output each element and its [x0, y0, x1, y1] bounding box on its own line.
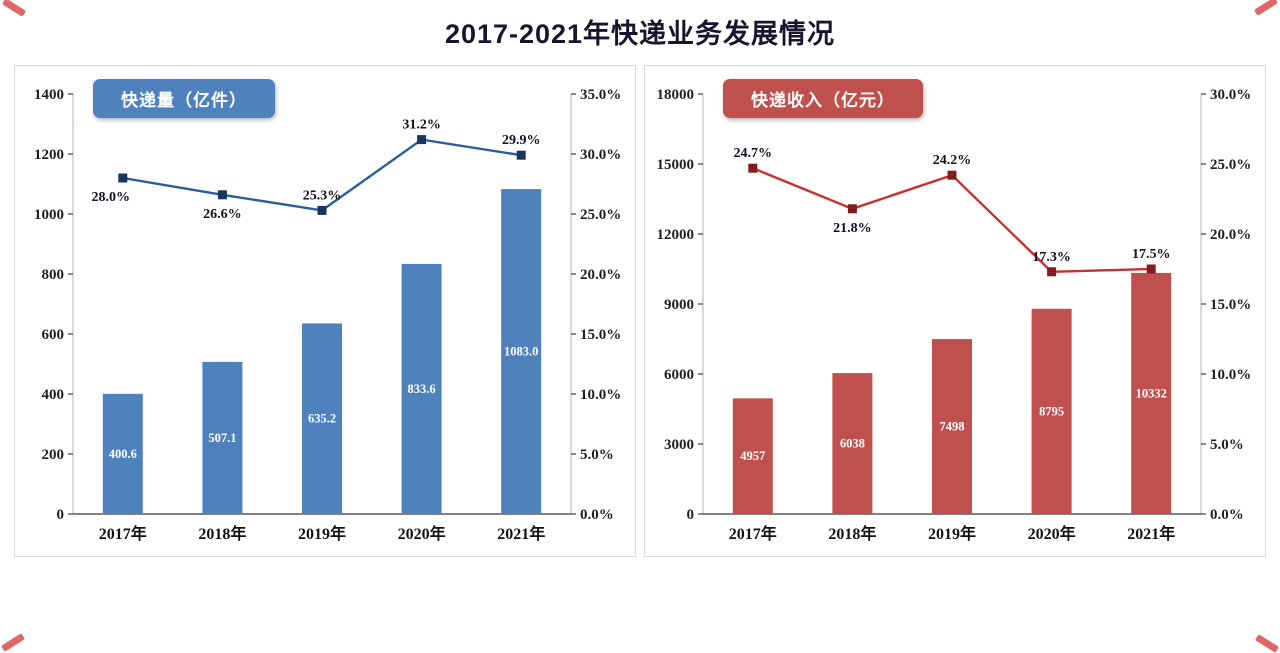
category-label: 2017年	[99, 524, 147, 543]
right-axis-tick-label: 25.0%	[1210, 157, 1251, 173]
right-axis-tick-label: 20.0%	[1210, 227, 1251, 243]
bar-2018年	[202, 361, 243, 514]
category-label: 2021年	[497, 524, 545, 543]
right-axis-tick-label: 10.0%	[1210, 367, 1251, 383]
bar-value-label: 635.2	[308, 412, 336, 426]
left-axis-tick-label: 9000	[664, 297, 694, 313]
left-axis-tick-label: 15000	[657, 157, 695, 173]
charts-row: 0 200 400 600 800 1000 1200 1400 0.0% 5.0% 10.0% 15…	[0, 65, 1280, 557]
right-axis-tick-label: 25.0%	[580, 207, 621, 223]
category-label: 2019年	[928, 524, 976, 543]
growth-line	[752, 167, 1152, 274]
left-axis-tick-label: 3000	[664, 437, 694, 453]
bar-value-label: 400.6	[109, 447, 137, 461]
bar-2018年	[832, 373, 873, 514]
bar-2017年	[102, 393, 143, 514]
bar-2020年	[401, 263, 442, 514]
line-marker-2017年	[118, 173, 128, 183]
bar-2019年	[302, 323, 342, 514]
bar-value-label: 4957	[740, 449, 765, 463]
line-value-label: 17.3%	[1032, 250, 1071, 265]
right-axis-tick-label: 20.0%	[580, 267, 621, 283]
line-value-label: 28.0%	[92, 190, 131, 205]
category-label: 2021年	[1127, 524, 1175, 543]
left-axis-tick-label: 0	[687, 507, 695, 523]
line-value-label: 17.5%	[1132, 247, 1171, 262]
category-label: 2018年	[198, 524, 246, 543]
line-marker-2020年	[417, 135, 427, 145]
left-axis-tick-label: 600	[42, 327, 65, 343]
left-axis-tick-label: 400	[42, 387, 65, 403]
right-axis-tick-label: 0.0%	[1210, 507, 1244, 523]
left-axis-tick-label: 0	[57, 507, 65, 523]
bar-value-label: 10332	[1136, 386, 1167, 400]
line-marker-2018年	[217, 190, 227, 200]
volume-legend-badge: 快递量（亿件）	[93, 79, 275, 118]
line-marker-2019年	[317, 205, 327, 215]
bar-2019年	[932, 339, 972, 514]
left-axis-tick-label: 800	[42, 267, 65, 283]
right-axis-tick-label: 0.0%	[580, 507, 614, 523]
left-axis-tick-label: 1400	[34, 87, 64, 103]
right-axis-tick-label: 15.0%	[1210, 297, 1251, 313]
bar-2021年	[1131, 272, 1172, 514]
line-value-label: 24.2%	[933, 153, 972, 168]
left-axis-tick-label: 200	[42, 447, 65, 463]
line-marker-2017年	[748, 163, 758, 173]
bar-2017年	[732, 398, 773, 514]
category-label: 2020年	[398, 524, 446, 543]
bar-value-label: 833.6	[408, 382, 436, 396]
revenue-bar-line-chart: 0 3000 6000 9000 12000 15000 18000 0.0% 5.0% 10.0…	[657, 87, 1252, 543]
watermark-mark-bottom-right	[1254, 634, 1280, 653]
left-axis-tick-label: 1000	[34, 207, 64, 223]
line-value-label: 29.9%	[502, 133, 541, 148]
bar-value-label: 7498	[940, 420, 965, 434]
line-marker-2018年	[847, 204, 857, 214]
bar-value-label: 8795	[1039, 404, 1064, 418]
bar-2021年	[501, 189, 542, 514]
line-value-label: 26.6%	[203, 207, 242, 222]
right-axis-tick-label: 35.0%	[580, 87, 621, 103]
watermark-mark-bottom-left	[0, 633, 26, 652]
line-marker-2019年	[947, 170, 957, 180]
bar-value-label: 1083.0	[504, 345, 538, 359]
bar-2020年	[1031, 308, 1072, 514]
right-axis-tick-label: 30.0%	[580, 147, 621, 163]
category-label: 2017年	[729, 524, 777, 543]
right-axis-tick-label: 5.0%	[1210, 437, 1244, 453]
line-value-label: 21.8%	[833, 221, 872, 236]
left-axis-tick-label: 12000	[657, 227, 695, 243]
chart-panel-volume: 0 200 400 600 800 1000 1200 1400 0.0% 5.0% 10.0% 15…	[14, 65, 636, 557]
volume-bar-line-chart: 0 200 400 600 800 1000 1200 1400 0.0% 5.0% 10.0% 15…	[34, 87, 621, 543]
bar-value-label: 6038	[840, 437, 865, 451]
category-label: 2020年	[1028, 524, 1076, 543]
line-value-label: 31.2%	[402, 118, 441, 133]
right-axis-tick-label: 15.0%	[580, 327, 621, 343]
category-label: 2019年	[298, 524, 346, 543]
left-axis-tick-label: 18000	[657, 87, 695, 103]
category-label: 2018年	[828, 524, 876, 543]
chart-panel-revenue: 0 3000 6000 9000 12000 15000 18000 0.0% 5.0% 10.0…	[644, 65, 1266, 557]
line-marker-2021年	[516, 150, 526, 160]
left-axis-tick-label: 6000	[664, 367, 694, 383]
right-axis-tick-label: 30.0%	[1210, 87, 1251, 103]
line-marker-2020年	[1047, 267, 1057, 277]
right-axis-tick-label: 10.0%	[580, 387, 621, 403]
right-axis-tick-label: 5.0%	[580, 447, 614, 463]
line-value-label: 25.3%	[303, 188, 342, 203]
line-value-label: 24.7%	[734, 146, 773, 161]
page-title: 2017-2021年快递业务发展情况	[444, 19, 836, 49]
revenue-legend-badge: 快递收入（亿元）	[723, 79, 923, 118]
line-marker-2021年	[1146, 264, 1156, 274]
bar-value-label: 507.1	[208, 431, 236, 445]
left-axis-tick-label: 1200	[34, 147, 64, 163]
